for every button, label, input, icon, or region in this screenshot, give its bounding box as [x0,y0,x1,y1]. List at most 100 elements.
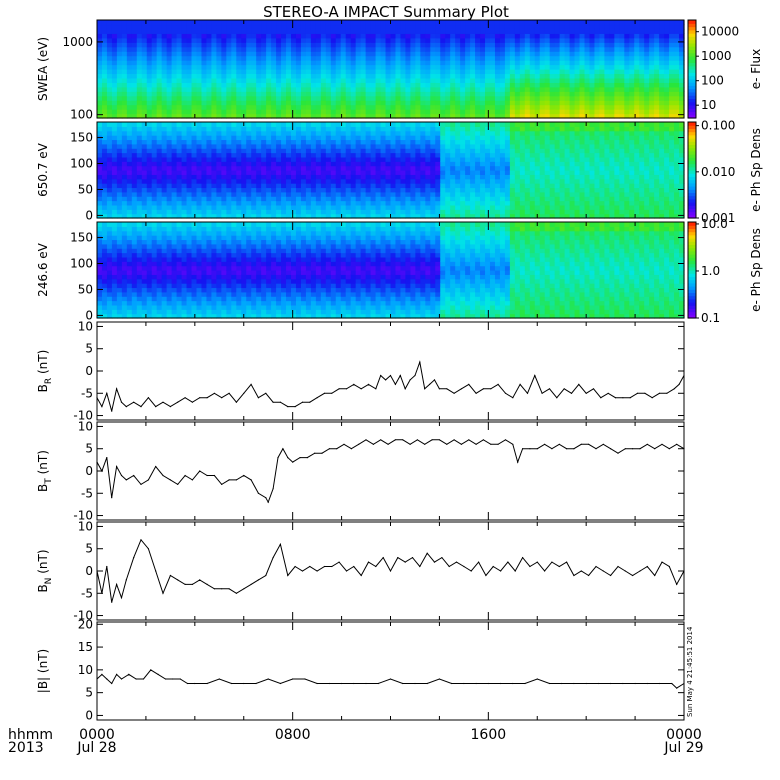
heatmap-cell [430,51,436,57]
heatmap-cell [524,109,531,115]
heatmap-cell [405,55,411,61]
heatmap-cell [196,24,203,30]
heatmap-cell [430,33,436,39]
heatmap-cell [281,204,287,210]
heatmap-cell [470,28,476,34]
heatmap-cell [121,200,128,206]
heatmap-cell [365,165,372,171]
heatmap-cell [176,135,183,141]
heatmap-cell [594,104,601,110]
heatmap-cell [524,42,531,48]
heatmap-cell [206,165,213,171]
heatmap-cell [584,152,591,158]
heatmap-cell [480,156,486,162]
heatmap-cell [529,174,536,180]
heatmap-cell [196,126,203,132]
heatmap-cell [609,104,615,110]
heatmap-cell [465,82,471,88]
heatmap-cell [524,73,531,79]
heatmap-cell [509,148,516,154]
heatmap-cell [644,33,650,39]
heatmap-cell [325,135,332,141]
heatmap-cell [261,86,267,92]
heatmap-cell [295,187,302,193]
heatmap-cell [345,187,352,193]
heatmap-cell [614,37,620,43]
heatmap-cell [569,55,576,61]
heatmap-cell [559,174,566,180]
heatmap-cell [390,24,397,30]
heatmap-cell [310,55,317,61]
heatmap-cell [291,148,297,154]
heatmap-cell [360,204,367,210]
heatmap-cell [475,51,481,57]
heatmap-cell [171,196,178,202]
heatmap-cell [634,69,640,75]
heatmap-cell [579,135,586,141]
heatmap-cell [370,28,377,34]
heatmap-cell [450,204,456,210]
heatmap-cell [609,183,615,189]
heatmap-cell [330,200,337,206]
heatmap-cell [514,213,521,219]
heatmap-cell [534,91,541,97]
heatmap-cell [340,37,347,43]
heatmap-cell [335,28,342,34]
heatmap-cell [410,77,416,83]
heatmap-cell [151,139,158,145]
heatmap-cell [504,24,511,30]
heatmap-cell [385,174,392,180]
heatmap-cell [499,28,506,34]
heatmap-cell [609,33,615,39]
heatmap-cell [360,82,367,88]
heatmap-cell [460,191,466,197]
heatmap-cell [191,161,198,167]
heatmap-cell [365,156,372,162]
heatmap-cell [579,95,586,101]
heatmap-cell [196,178,203,184]
heatmap-cell [669,73,675,79]
heatmap-cell [116,51,123,57]
heatmap-cell [216,196,222,202]
heatmap-cell [226,55,232,61]
heatmap-cell [475,174,481,180]
heatmap-cell [266,60,272,66]
heatmap-cell [584,55,591,61]
heatmap-cell [405,37,411,43]
heatmap-cell [151,28,158,34]
heatmap-cell [256,139,262,145]
heatmap-cell [539,187,546,193]
heatmap-cell [146,24,153,30]
heatmap-cell [131,60,138,66]
heatmap-cell [131,37,138,43]
heatmap-cell [305,174,312,180]
heatmap-cell [609,152,615,158]
heatmap-cell [480,82,486,88]
heatmap-cell [231,204,237,210]
heatmap-cell [574,156,581,162]
heatmap-cell [146,42,153,48]
heatmap-cell [579,37,586,43]
heatmap-cell [295,213,302,219]
heatmap-cell [465,46,471,52]
heatmap-cell [460,130,466,136]
heatmap-cell [365,95,372,101]
heatmap-cell [281,148,287,154]
heatmap-cell [450,51,456,57]
heatmap-cell [276,196,282,202]
heatmap-cell [320,69,327,75]
heatmap-cell [400,170,407,175]
heatmap-cell [470,187,476,193]
heatmap-cell [231,161,237,167]
heatmap-cell [310,122,317,127]
heatmap-cell [340,126,347,132]
heatmap-cell [509,95,516,101]
heatmap-cell [485,104,491,110]
heatmap-cell [614,82,620,88]
heatmap-cell [231,178,237,184]
heatmap-cell [295,37,302,43]
heatmap-cell [136,86,143,92]
heatmap-cell [286,165,292,171]
heatmap-cell [579,143,586,149]
heatmap-cell [156,91,163,97]
